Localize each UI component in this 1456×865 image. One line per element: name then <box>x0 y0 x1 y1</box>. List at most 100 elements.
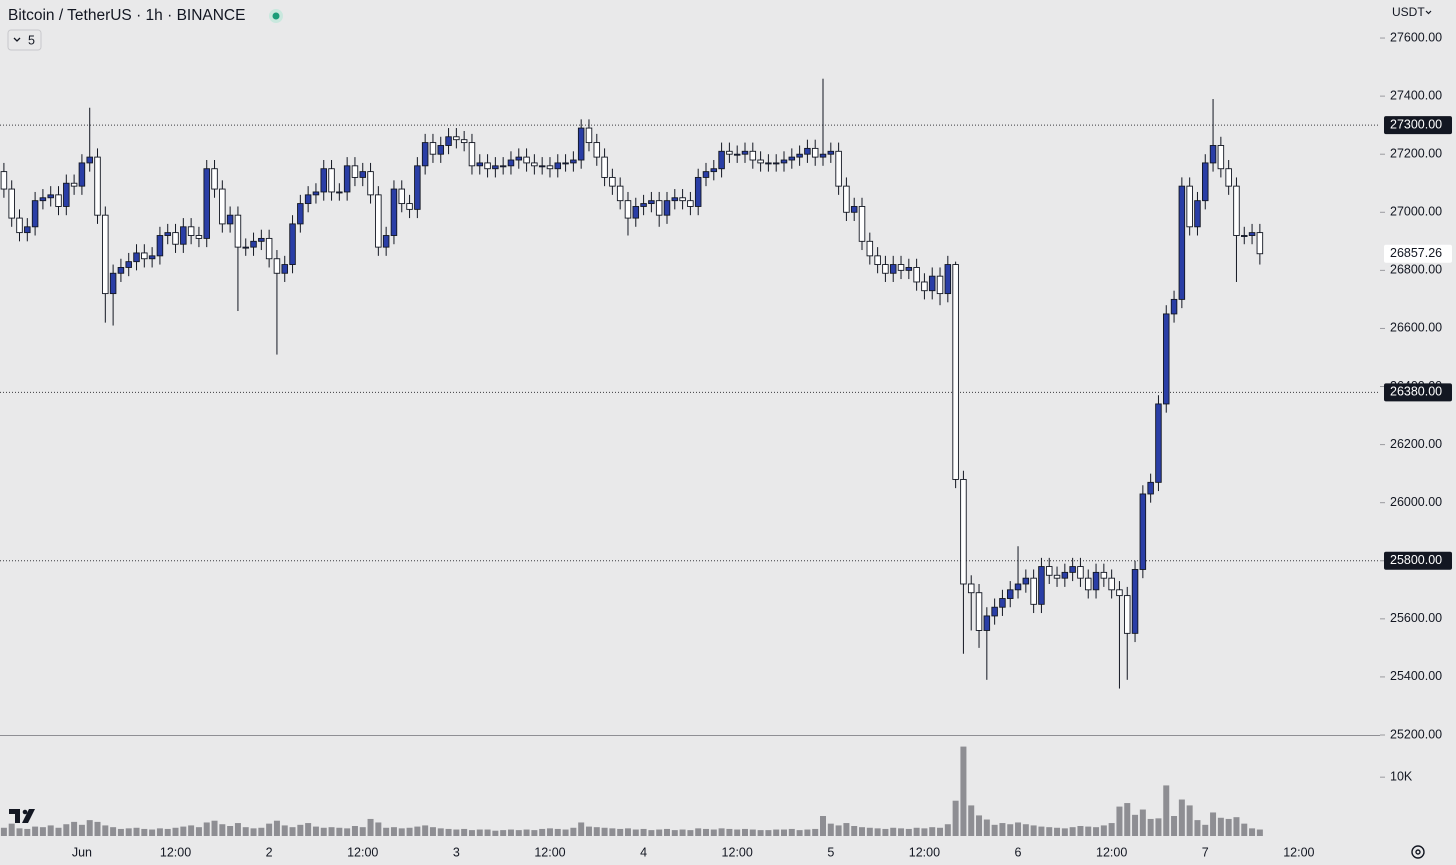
volume-bar <box>258 827 265 836</box>
candle-body <box>1241 235 1248 237</box>
indicator-toggle[interactable] <box>7 29 42 51</box>
candle-body <box>515 156 523 161</box>
volume-bar <box>312 826 319 836</box>
candle-body <box>1170 298 1178 315</box>
candle-body <box>398 188 406 205</box>
volume-bar <box>788 828 795 836</box>
volume-bar <box>656 829 663 836</box>
volume-bar <box>172 827 179 836</box>
volume-bar <box>1225 818 1232 836</box>
volume-bar <box>1241 823 1248 836</box>
volume-bar <box>117 828 124 836</box>
candle-body <box>749 150 757 161</box>
volume-bar <box>133 827 140 836</box>
x-tick-label: 12:00 <box>160 845 191 859</box>
volume-bar <box>1100 825 1107 836</box>
last-price-label: 26857.26 <box>1390 246 1442 260</box>
volume-bar <box>297 824 304 836</box>
price-line-label: 27300.00 <box>1390 117 1442 131</box>
candle-body <box>671 197 679 202</box>
candle-body <box>445 136 452 146</box>
volume-bar <box>929 827 936 836</box>
volume-bar <box>125 828 132 836</box>
volume-bar <box>507 829 514 836</box>
candle-body <box>648 200 655 205</box>
candle-body <box>351 165 359 178</box>
candle-body <box>258 237 265 242</box>
volume-bar <box>16 828 23 836</box>
volume-bar <box>188 825 195 836</box>
candle-body <box>710 168 718 173</box>
candle-body <box>788 156 796 161</box>
y-tick-label: 26000.00 <box>1390 495 1442 509</box>
candle-body <box>1233 185 1240 236</box>
y-tick-label: 26200.00 <box>1390 437 1442 451</box>
volume-bar <box>468 830 475 836</box>
volume-bar <box>227 826 234 836</box>
volume-bar <box>851 826 858 836</box>
candle-body <box>726 150 733 155</box>
volume-bar <box>242 827 249 836</box>
candle-body <box>1147 481 1154 495</box>
candle-body <box>562 162 569 165</box>
candle-body <box>640 203 647 207</box>
candle-body <box>1186 185 1193 228</box>
candle-body <box>499 165 507 168</box>
volume-bar <box>913 827 920 836</box>
candle-body <box>1248 232 1256 236</box>
candle-body <box>102 214 109 295</box>
candle-body <box>577 127 585 161</box>
candle-body <box>655 200 663 216</box>
settings-icon[interactable] <box>1411 845 1425 859</box>
candle-body <box>1077 566 1084 579</box>
volume-bar <box>562 829 569 836</box>
currency-selector[interactable]: USDT <box>1392 5 1425 19</box>
volume-bar <box>812 828 819 836</box>
candle-body <box>991 606 998 617</box>
candle-body <box>1217 145 1225 170</box>
candle-body <box>297 203 304 225</box>
price-line-label: 26380.00 <box>1390 385 1442 399</box>
candle-body <box>702 171 710 178</box>
candle-body <box>375 194 382 248</box>
candle-body <box>585 127 593 144</box>
volume-bar <box>1202 824 1209 836</box>
x-tick-label: Jun <box>72 845 92 859</box>
volume-bar <box>367 818 374 836</box>
chevron-icon <box>13 37 21 42</box>
volume-bar <box>710 829 717 836</box>
y-tick-label: 25600.00 <box>1390 611 1442 625</box>
candle-body <box>211 168 218 190</box>
volume-bar <box>648 830 655 836</box>
candle-body <box>850 206 858 213</box>
x-tick-label: 12:00 <box>909 845 940 859</box>
volume-bar <box>991 824 998 836</box>
candle-body <box>1038 566 1045 605</box>
candle-body <box>975 592 983 631</box>
candle-body <box>921 281 928 292</box>
candle-body <box>601 156 608 178</box>
volume-bar <box>39 827 46 836</box>
volume-bar <box>429 827 436 836</box>
candle-body <box>882 264 889 274</box>
volume-bar <box>234 823 241 836</box>
candle-body <box>109 272 117 295</box>
candle-body <box>1202 162 1209 202</box>
symbol-title[interactable]: Bitcoin / TetherUS · 1h · BINANCE <box>8 7 245 24</box>
volume-tick-label: 10K <box>1390 769 1413 783</box>
volume-bar <box>843 823 850 836</box>
candle-body <box>39 197 47 202</box>
volume-bar <box>344 828 351 836</box>
volume-bar <box>63 824 70 836</box>
candle-body <box>835 150 842 187</box>
candle-body <box>226 214 234 225</box>
x-tick-label: 12:00 <box>722 845 753 859</box>
volume-bar <box>905 828 912 836</box>
x-tick-label: 5 <box>827 845 834 859</box>
candle-body <box>546 165 554 170</box>
candle-body <box>1030 577 1037 605</box>
candle-body <box>164 232 171 236</box>
candle-body <box>304 194 312 205</box>
candle-body <box>1155 403 1162 483</box>
volume-bar <box>273 820 280 836</box>
